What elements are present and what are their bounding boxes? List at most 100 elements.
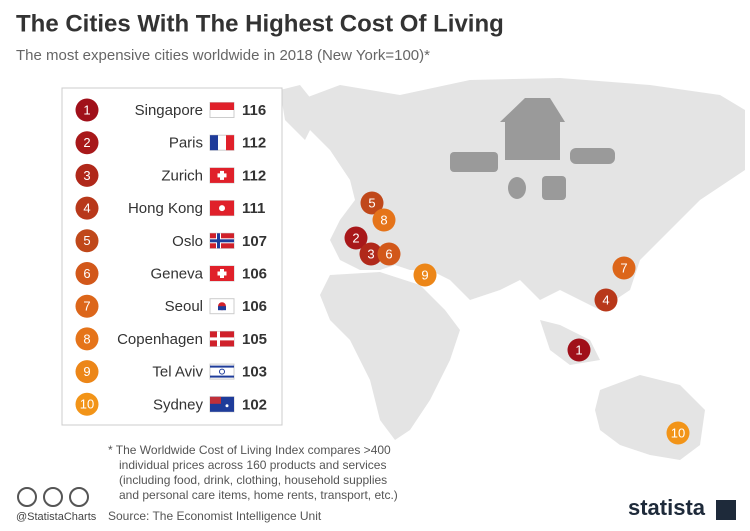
flag-part — [210, 364, 234, 380]
map-marker-label: 1 — [575, 342, 582, 357]
source: Source: The Economist Intelligence Unit — [108, 509, 322, 523]
flag-part — [210, 102, 234, 110]
license-icons — [17, 487, 89, 507]
rank-badge — [75, 196, 99, 220]
city-name: Sydney — [153, 396, 204, 413]
by-icon — [43, 487, 63, 507]
flag-part — [209, 363, 235, 380]
car — [570, 148, 615, 164]
map-marker-label: 3 — [367, 246, 374, 261]
map-marker — [594, 288, 618, 312]
rank-number: 7 — [83, 299, 90, 314]
map-marker-label: 9 — [421, 267, 428, 282]
flag-part — [218, 306, 226, 311]
rank-number: 3 — [83, 168, 90, 183]
flag-part — [210, 135, 218, 151]
flag — [209, 363, 235, 380]
value-label: 112 — [242, 167, 266, 184]
flag-part — [219, 205, 225, 212]
rank-number: 8 — [83, 331, 90, 346]
rank-number: 2 — [83, 135, 90, 150]
map-marker-label: 7 — [620, 260, 627, 275]
subtitle: The most expensive cities worldwide in 2… — [16, 47, 430, 64]
flag — [209, 265, 235, 282]
rank-badge — [75, 229, 99, 253]
rank-badge — [75, 262, 99, 285]
nd-icon — [69, 487, 89, 507]
footnote: * The Worldwide Cost of Living Index com… — [108, 443, 398, 502]
brand-logo: statista — [628, 495, 706, 520]
rank-badge — [75, 360, 99, 384]
city-name: Oslo — [172, 233, 203, 250]
map-marker-label: 2 — [352, 230, 359, 245]
africa — [320, 272, 460, 440]
map-marker-label: 10 — [671, 425, 685, 440]
title: The Cities With The Highest Cost Of Livi… — [16, 10, 504, 37]
footnote-line: (including food, drink, clothing, househ… — [119, 473, 387, 487]
city-name: Zurich — [161, 167, 203, 184]
greenland — [280, 85, 320, 140]
rank-badge — [75, 294, 99, 318]
rank-badge — [75, 131, 99, 155]
rank-number: 4 — [83, 201, 90, 216]
flag — [209, 396, 235, 413]
rank-number: 1 — [83, 102, 90, 117]
value-label: 106 — [242, 265, 267, 282]
map-marker-label: 5 — [368, 195, 375, 210]
rank-badge — [75, 392, 99, 416]
map-marker — [344, 226, 368, 250]
city-name: Copenhagen — [117, 331, 203, 348]
rank-number: 9 — [83, 364, 90, 379]
bag — [508, 177, 526, 199]
flag-part — [210, 337, 234, 341]
flag — [209, 298, 235, 315]
flag — [209, 232, 235, 249]
map-marker-label: 6 — [385, 246, 392, 261]
map-marker — [372, 208, 396, 232]
city-name: Singapore — [135, 102, 203, 119]
ranking-row: 9 Tel Aviv 103 — [75, 360, 267, 384]
flag — [209, 167, 235, 184]
ranking-box — [61, 87, 283, 426]
bread — [542, 176, 566, 200]
map-marker — [612, 256, 636, 280]
value-label: 105 — [242, 331, 267, 348]
flag-part — [210, 239, 234, 243]
rank-number: 6 — [83, 266, 90, 281]
house-icons — [450, 98, 615, 200]
ranking-row: 8 Copenhagen 105 — [75, 327, 267, 351]
value-label: 112 — [242, 135, 266, 152]
house — [505, 122, 560, 160]
flag-part — [217, 271, 227, 276]
cc-icon — [17, 487, 37, 507]
value-label: 102 — [242, 396, 267, 413]
flag-part — [210, 375, 234, 378]
roof — [500, 98, 565, 122]
value-label: 116 — [242, 102, 266, 119]
rank-number: 5 — [83, 233, 90, 248]
map-marker — [567, 338, 591, 362]
map-marker — [359, 242, 383, 266]
city-name: Seoul — [165, 298, 203, 315]
value-label: 106 — [242, 298, 267, 315]
flag-part — [210, 396, 221, 404]
map-marker-label: 4 — [602, 292, 609, 307]
flag — [209, 102, 235, 118]
city-name: Hong Kong — [128, 200, 203, 217]
rank-badge — [75, 98, 99, 122]
rank-number: 10 — [80, 397, 94, 412]
map-marker — [360, 191, 384, 215]
map-marker — [413, 263, 437, 287]
ranking-row: 1 Singapore 116 — [75, 98, 266, 122]
footnote-line: and personal care items, home rents, tra… — [119, 488, 398, 502]
city-name: Tel Aviv — [152, 364, 203, 381]
flag-part — [209, 298, 235, 315]
flag — [209, 200, 235, 217]
footnote-line: * The Worldwide Cost of Living Index com… — [108, 443, 391, 457]
value-label: 103 — [242, 364, 267, 381]
flag-part — [219, 368, 225, 375]
flag — [209, 134, 235, 151]
credit: @StatistaCharts — [16, 511, 97, 523]
brand-mark — [716, 500, 736, 520]
